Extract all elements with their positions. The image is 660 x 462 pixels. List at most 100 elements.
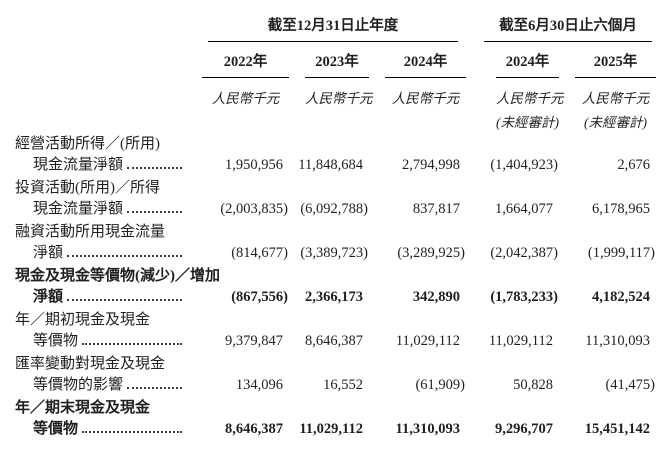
dot-leader [127,211,182,213]
value-cell: 8,646,387 [225,421,283,437]
unaudited-note: (未經審計) [584,115,647,130]
dot-leader [82,343,182,345]
table-row-operating-label: 經營活動所得／(所用) [0,131,660,154]
value-cell: (3,389,723) [300,245,368,261]
value-cell: 4,182,524 [592,289,650,305]
row-sublabel: 等價物的影響 [33,377,124,393]
column-gap [470,14,484,42]
period-interim-header: 截至6月30日止六個月 [484,14,652,42]
value-cell: (41,475) [605,377,655,393]
value-cell: (2,003,835) [220,201,288,217]
row-sublabel: 等價物 [33,421,79,437]
table-row-ending-cash-label: 年／期末現金及現金 [0,395,660,418]
value-cell: 2,676 [617,157,650,173]
table-row-investing-values: 現金流量淨額 (2,003,835) (6,092,788) 837,817 1… [0,198,660,219]
value-cell: 2,794,998 [402,157,460,173]
currency-unit-label: 人民幣千元 [581,91,650,106]
row-label: 經營活動所得／(所用) [15,136,160,152]
value-cell: (814,677) [231,245,288,261]
row-label: 投資活動(所用)／所得 [15,180,160,196]
dot-leader [82,431,182,433]
value-cell: (1,404,923) [490,157,558,173]
unaudited-note-row: (未經審計) (未經審計) [0,107,660,131]
table-row-fx-effect-label: 匯率變動對現金及現金 [0,351,660,374]
currency-unit-label: 人民幣千元 [391,91,460,106]
value-cell: (2,042,387) [490,245,558,261]
row-sublabel: 淨額 [33,245,64,261]
table-row-ending-cash-values: 等價物 8,646,387 11,029,112 11,310,093 9,29… [0,418,660,439]
dot-leader [127,387,182,389]
table-row-net-change-label: 現金及現金等價物(減少)／增加 [0,263,660,286]
year-2023-header: 2023年 [305,42,369,78]
column-gap [470,374,484,395]
value-cell: 8,646,387 [305,333,363,349]
table-row-investing-label: 投資活動(所用)／所得 [0,175,660,198]
table-row-financing-values: 淨額 (814,677) (3,389,723) (3,289,925) (2,… [0,242,660,263]
value-cell: (6,092,788) [300,201,368,217]
column-gap [470,286,484,307]
table-row-financing-label: 融資活動所用現金流量 [0,219,660,242]
column-gap [470,154,484,175]
value-cell: (3,289,925) [397,245,465,261]
value-cell: 15,451,142 [584,421,650,437]
currency-unit-label: 人民幣千元 [211,91,280,106]
value-cell: 837,817 [412,201,460,217]
year-2024-header: 2024年 [385,42,466,78]
table-row-net-change-values: 淨額 (867,556) 2,366,173 342,890 (1,783,23… [0,286,660,307]
currency-unit-label: 人民幣千元 [305,91,373,106]
column-gap [470,107,484,131]
dot-leader [67,255,182,257]
value-cell: 11,029,112 [488,333,553,349]
value-cell: 9,379,847 [225,333,283,349]
row-label: 匯率變動對現金及現金 [15,356,166,372]
column-gap [470,198,484,219]
value-cell: 1,950,956 [225,157,283,173]
value-cell: 11,848,684 [298,157,363,173]
value-cell: (867,556) [231,289,288,305]
row-label: 年／期末現金及現金 [15,400,151,416]
period-annual-header: 截至12月31日止年度 [208,14,458,42]
value-cell: 134,096 [235,377,283,393]
row-sublabel: 等價物 [33,333,79,349]
value-cell: (1,999,117) [587,245,655,261]
year-header-row: 2022年 2023年 2024年 2024年 2025年 [0,42,660,78]
dot-leader [127,167,182,169]
cash-flow-table: 截至12月31日止年度 截至6月30日止六個月 2022年 2023年 2024… [0,14,660,439]
value-cell: 11,029,112 [299,421,363,437]
column-gap [470,78,484,107]
value-cell: 9,296,707 [495,421,553,437]
row-label: 融資活動所用現金流量 [15,224,166,240]
row-sublabel: 現金流量淨額 [33,157,124,173]
value-cell: 342,890 [412,289,460,305]
row-sublabel: 現金流量淨額 [33,201,124,217]
value-cell: 11,310,093 [395,421,460,437]
year-2025-interim-header: 2025年 [575,42,656,78]
value-cell: 50,828 [513,377,553,393]
value-cell: 11,029,112 [395,333,460,349]
column-gap [470,418,484,439]
dot-leader [67,299,182,301]
table-row-fx-effect-values: 等價物的影響 134,096 16,552 (61,909) 50,828 (4… [0,374,660,395]
table-row-operating-values: 現金流量淨額 1,950,956 11,848,684 2,794,998 (1… [0,154,660,175]
year-2024-interim-header: 2024年 [496,42,559,78]
currency-unit-label: 人民幣千元 [496,91,564,106]
value-cell: 11,310,093 [585,333,650,349]
period-header-row: 截至12月31日止年度 截至6月30日止六個月 [0,14,660,42]
column-gap [470,242,484,263]
value-cell: 2,366,173 [305,289,363,305]
year-2022-header: 2022年 [202,42,289,78]
column-gap [470,42,484,78]
value-cell: 16,552 [323,377,363,393]
table-row-beginning-cash-values: 等價物 9,379,847 8,646,387 11,029,112 11,02… [0,330,660,351]
value-cell: (61,909) [415,377,465,393]
row-label: 現金及現金等價物(減少)／增加 [15,268,220,284]
column-gap [470,330,484,351]
row-sublabel: 淨額 [33,289,64,305]
unaudited-note: (未經審計) [496,115,559,130]
value-cell: 6,178,965 [592,201,650,217]
row-label: 年／期初現金及現金 [15,312,151,328]
currency-unit-row: 人民幣千元 人民幣千元 人民幣千元 人民幣千元 人民幣千元 [0,78,660,107]
value-cell: 1,664,077 [495,201,553,217]
value-cell: (1,783,233) [490,289,558,305]
table-row-beginning-cash-label: 年／期初現金及現金 [0,307,660,330]
